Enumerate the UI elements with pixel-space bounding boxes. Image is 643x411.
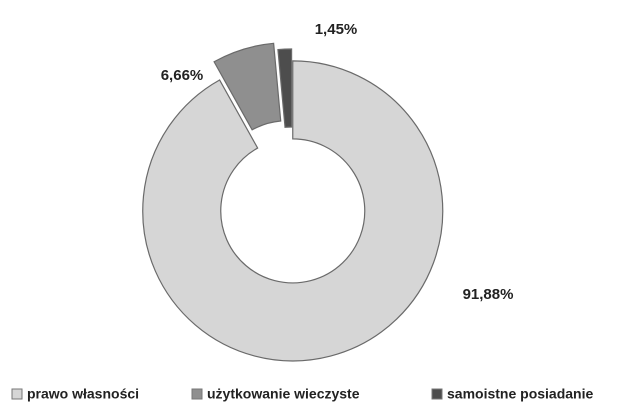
data-label: 6,66%: [161, 67, 204, 84]
legend-swatch: [191, 388, 203, 400]
slice: [213, 42, 282, 131]
data-label: 91,88%: [463, 286, 514, 303]
legend-swatch: [11, 388, 23, 400]
data-label: 1,45%: [315, 21, 358, 38]
legend-label: samoistne posiadanie: [447, 386, 593, 402]
legend-swatch: [431, 388, 443, 400]
legend-label: prawo własności: [27, 386, 139, 402]
legend-label: użytkowanie wieczyste: [207, 386, 360, 402]
slice: [142, 60, 444, 362]
legend: prawo własności użytkowanie wieczyste samo…: [11, 386, 593, 402]
slice: [277, 48, 293, 128]
